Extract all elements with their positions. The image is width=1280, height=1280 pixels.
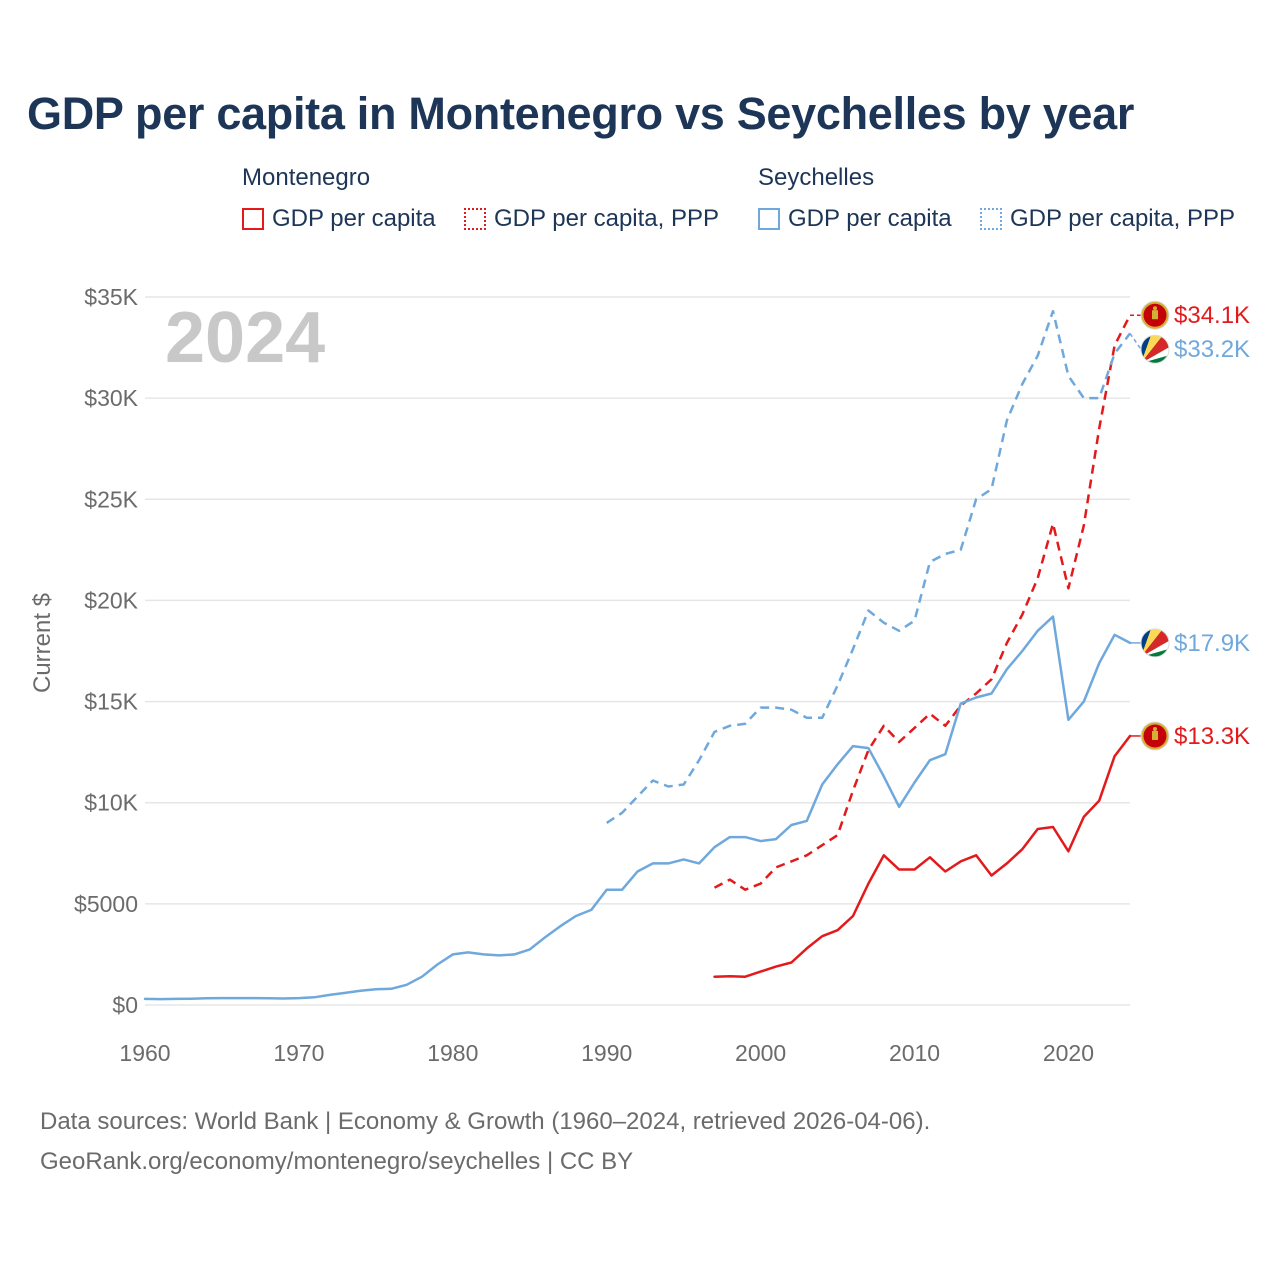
flag-clip-group: [1141, 721, 1169, 750]
series-line-seychelles-dashed: [606, 309, 1131, 824]
legend-montenegro-gdp[interactable]: GDP per capita: [242, 204, 436, 234]
legend-seychelles-ppp-label: GDP per capita, PPP: [1010, 205, 1235, 232]
end-label-montenegro-solid: $13.3K: [1174, 723, 1250, 750]
legend-montenegro-gdp-label: GDP per capita: [272, 205, 436, 232]
y-tick-label: $10K: [84, 790, 138, 816]
year-watermark: 2024: [165, 298, 325, 378]
series-line-seychelles-solid: [143, 615, 1132, 1001]
series-layer: [143, 309, 1132, 1001]
y-tick-label: $5000: [74, 891, 138, 917]
flag-emblem: [1152, 730, 1158, 740]
flag-emblem-crown: [1153, 306, 1157, 311]
legend-swatch-dotted-blue: [980, 208, 1002, 230]
flag-clip-group: [1141, 628, 1169, 657]
x-tick-label: 1970: [273, 1040, 324, 1066]
y-axis-label: Current $: [29, 593, 56, 693]
legend-swatch-solid-blue: [758, 208, 780, 230]
flag-outline: [1140, 300, 1170, 330]
end-label-seychelles-solid: $17.9K: [1174, 630, 1250, 657]
flag-red-ray: [1141, 628, 1169, 657]
y-tick-label: $20K: [84, 587, 138, 613]
montenegro-flag-icon: [1140, 721, 1170, 751]
y-tick-label: $30K: [84, 385, 138, 411]
flag-emblem: [1152, 310, 1158, 320]
legend-seychelles-ppp[interactable]: GDP per capita, PPP: [980, 204, 1235, 234]
legend-swatch-solid-red: [242, 208, 264, 230]
flag-white-ray: [1141, 640, 1169, 657]
flag-emblem-crown: [1153, 726, 1157, 731]
flag-outline: [1140, 334, 1170, 364]
seychelles-flag-icon: [1140, 628, 1170, 658]
x-tick-label: 1960: [119, 1040, 170, 1066]
flag-outline: [1140, 628, 1170, 658]
axis-layer: $0 $5000 $10K $15K $20K $25K $30K $35K 1960 1970 1…: [29, 284, 1094, 1066]
footer-credit[interactable]: GeoRank.org/economy/montenegro/seychelle…: [40, 1148, 634, 1175]
y-tick-label: $35K: [84, 284, 138, 310]
legend-montenegro-title: Montenegro: [242, 164, 371, 191]
flag-clip-group: [1141, 335, 1169, 364]
end-label-seychelles-dashed: $33.2K: [1174, 336, 1250, 363]
y-tick-label: $0: [112, 992, 138, 1018]
end-label-leader: [1129, 332, 1142, 350]
x-tick-label: 2020: [1043, 1040, 1094, 1066]
legend-swatch-dotted-red: [464, 208, 486, 230]
legend-montenegro-ppp-label: GDP per capita, PPP: [494, 205, 719, 232]
legend-montenegro-ppp[interactable]: GDP per capita, PPP: [464, 204, 719, 234]
montenegro-flag-icon: [1140, 300, 1170, 330]
flag-white-ray: [1141, 347, 1169, 364]
footer-source: Data sources: World Bank | Economy & Gro…: [40, 1108, 931, 1135]
flag-outline: [1140, 721, 1170, 751]
x-tick-label: 2000: [735, 1040, 786, 1066]
series-line-montenegro-solid: [713, 734, 1132, 978]
x-tick-label: 1990: [581, 1040, 632, 1066]
y-tick-label: $15K: [84, 689, 138, 715]
series-line-montenegro-dashed: [713, 314, 1132, 891]
y-tick-label: $25K: [84, 486, 138, 512]
flag-red-ray: [1141, 335, 1169, 364]
legend-seychelles-gdp[interactable]: GDP per capita: [758, 204, 952, 234]
chart-title: GDP per capita in Montenegro vs Seychell…: [27, 88, 1135, 139]
legend-seychelles-gdp-label: GDP per capita: [788, 205, 952, 232]
legend-seychelles-title: Seychelles: [758, 164, 875, 191]
x-tick-label: 2010: [889, 1040, 940, 1066]
end-label-montenegro-dashed: $34.1K: [1174, 302, 1250, 329]
grid-layer: [145, 296, 1130, 1006]
flag-clip-group: [1141, 301, 1169, 330]
end-label-layer: $34.1K $33.2K $17.9K $13.3K: [1129, 300, 1250, 751]
x-tick-label: 1980: [427, 1040, 478, 1066]
seychelles-flag-icon: [1140, 334, 1170, 364]
